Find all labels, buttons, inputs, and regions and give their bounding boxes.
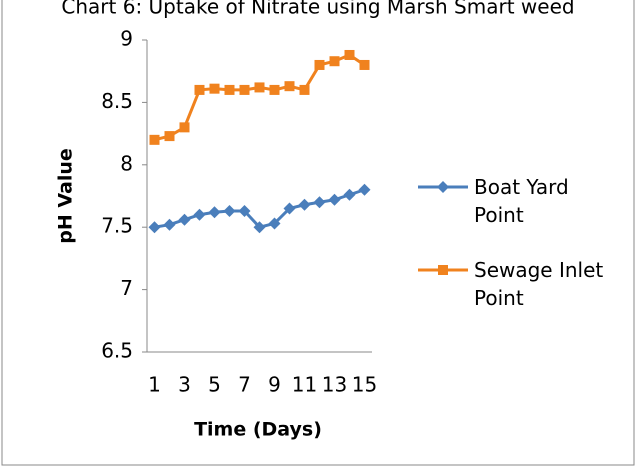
y-tick-label: 6.5: [101, 339, 133, 363]
data-point: [178, 213, 191, 226]
data-point: [314, 59, 325, 70]
legend-label: Sewage Inlet Point: [474, 258, 604, 310]
data-point: [299, 84, 310, 95]
data-point: [254, 82, 265, 93]
x-tick-label: 1: [148, 373, 161, 397]
data-point: [359, 59, 370, 70]
data-point: [268, 217, 281, 230]
y-tick-label: 8: [120, 151, 133, 175]
x-tick-label: 13: [322, 373, 347, 397]
data-point: [343, 188, 356, 201]
data-point: [223, 204, 236, 217]
data-point: [313, 196, 326, 209]
data-point: [253, 221, 266, 234]
data-point: [209, 83, 220, 94]
data-point: [224, 84, 235, 95]
data-point: [148, 221, 161, 234]
data-point: [179, 122, 190, 133]
x-tick-label: 9: [268, 373, 281, 397]
data-point: [163, 218, 176, 231]
x-tick-label: 15: [352, 373, 377, 397]
data-point: [208, 206, 221, 219]
y-tick-label: 7: [120, 276, 133, 300]
legend-label: Boat Yard Point: [474, 175, 569, 227]
data-point: [344, 49, 355, 60]
x-tick-label: 3: [178, 373, 191, 397]
data-point: [239, 84, 250, 95]
legend-marker: [437, 181, 449, 193]
data-point: [164, 131, 175, 142]
legend-marker: [438, 265, 448, 275]
data-point: [194, 84, 205, 95]
y-tick-label: 8.5: [101, 89, 133, 113]
x-tick-label: 7: [238, 373, 251, 397]
data-point: [193, 208, 206, 221]
data-point: [238, 204, 251, 217]
x-axis-label: Time (Days): [194, 419, 322, 441]
data-point: [358, 183, 371, 196]
y-tick-label: 7.5: [101, 214, 133, 238]
data-point: [329, 56, 340, 67]
y-axis-label: pH Value: [55, 148, 77, 244]
y-tick-label: 9: [120, 27, 133, 51]
data-point: [328, 193, 341, 206]
x-tick-label: 5: [208, 373, 221, 397]
x-tick-label: 11: [292, 373, 317, 397]
data-point: [149, 134, 160, 145]
data-point: [298, 198, 311, 211]
chart-title: Chart 6: Uptake of Nitrate using Marsh S…: [61, 0, 574, 19]
data-point: [269, 84, 280, 95]
data-point: [284, 81, 295, 92]
data-point: [283, 202, 296, 215]
